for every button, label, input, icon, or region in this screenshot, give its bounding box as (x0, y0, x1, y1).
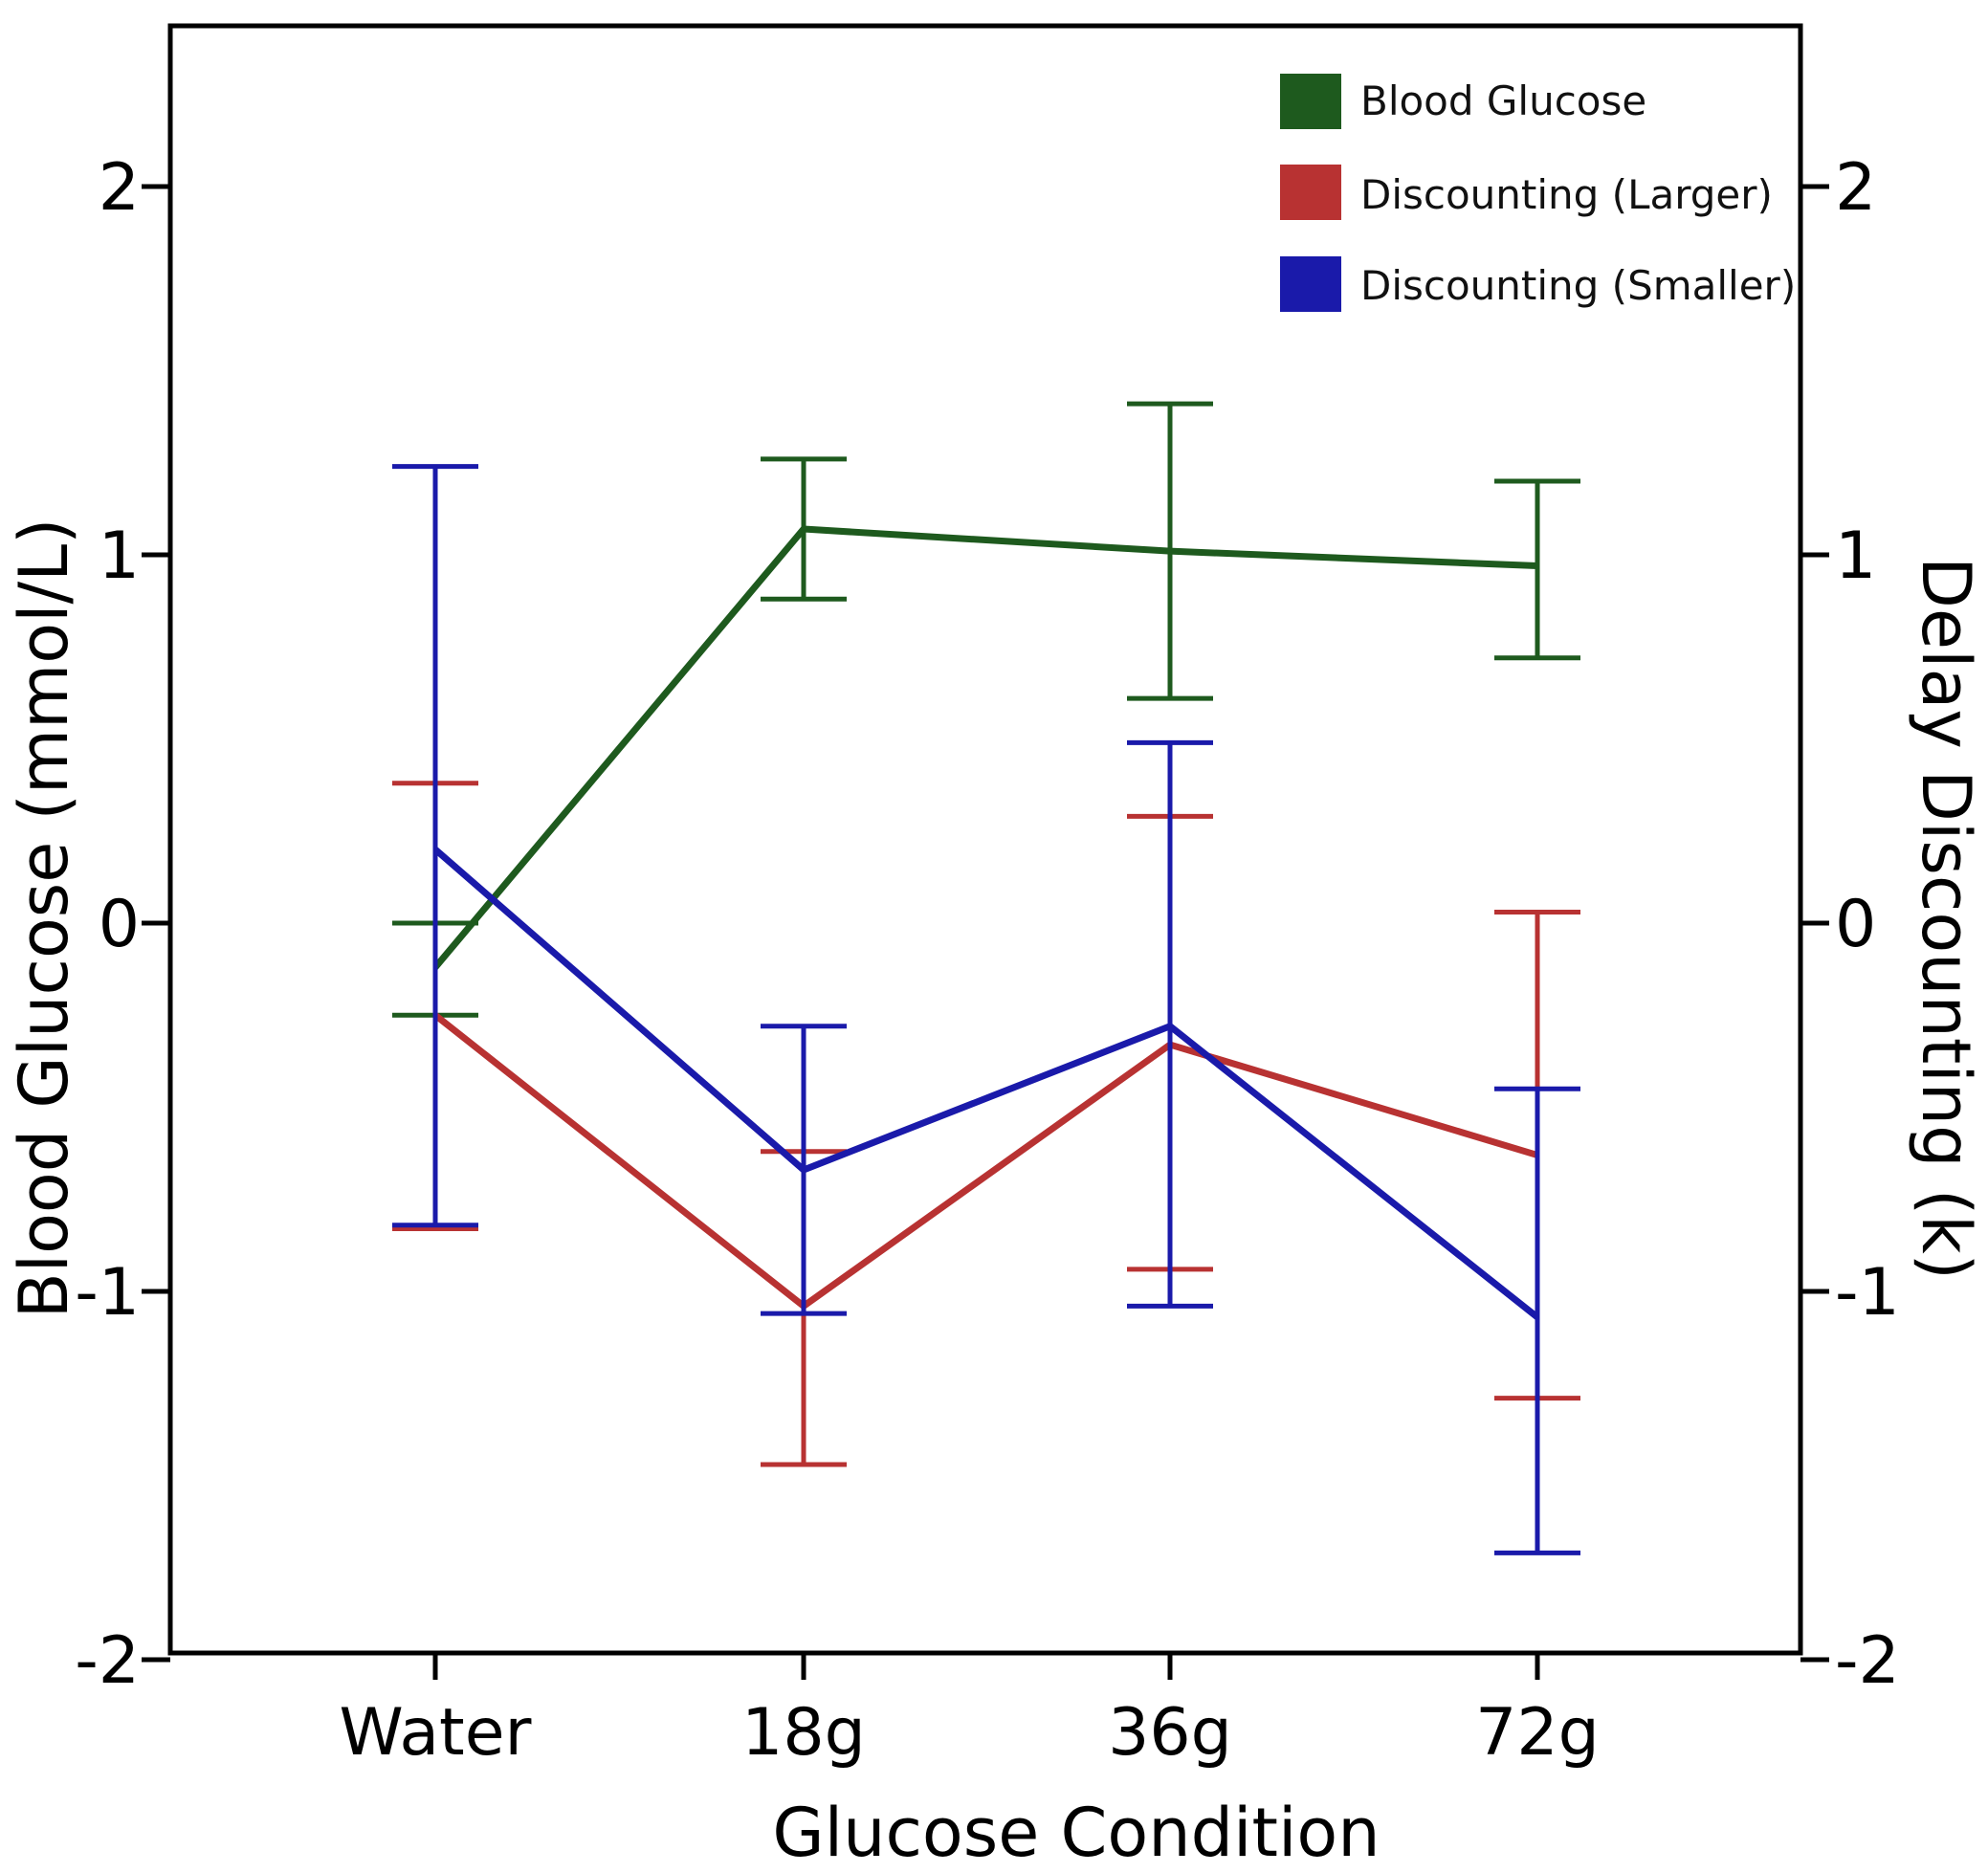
error-bar-discounting-smaller-water (392, 464, 478, 1228)
legend-label-discounting-larger: Discounting (Larger) (1360, 171, 1773, 218)
series-blood-glucose (392, 401, 1580, 1018)
y-tick-label-left-0: 0 (99, 887, 140, 962)
y-axis-title-right: Delay Discounting (k) (1907, 557, 1985, 1280)
y-tick-label-right-2: 2 (1835, 150, 1876, 226)
legend-swatch-discounting-larger (1280, 165, 1341, 220)
series-layer (392, 401, 1580, 1555)
plot-frame (167, 23, 1803, 1656)
series-line-discounting-larger (432, 1012, 1539, 1310)
legend-label-blood-glucose: Blood Glucose (1360, 77, 1646, 124)
error-bar-discounting-smaller-72g (1494, 1086, 1580, 1555)
y-tick-label-right-1: 1 (1835, 518, 1876, 594)
error-bar-blood-glucose-72g (1494, 478, 1580, 661)
ticks-layer: -2 -2 -1 -1 0 0 1 1 2 2 Water 18g 36g 72g (75, 150, 1900, 1771)
series-line-blood-glucose (432, 525, 1538, 970)
x-tick-label-36g: 36g (1108, 1695, 1232, 1771)
x-tick-label-18g: 18g (741, 1695, 866, 1771)
y-tick-label-right--2: -2 (1835, 1623, 1900, 1699)
y-tick-label-right-0: 0 (1835, 887, 1876, 962)
error-bar-discounting-smaller-36g (1127, 739, 1213, 1309)
legend-swatch-blood-glucose (1280, 74, 1341, 129)
error-bar-blood-glucose-36g (1127, 401, 1213, 701)
series-discounting-smaller (392, 464, 1580, 1555)
legend: Blood Glucose Discounting (Larger) Disco… (1280, 74, 1796, 312)
series-discounting-larger (392, 781, 1580, 1467)
legend-swatch-discounting-smaller (1280, 256, 1341, 312)
y-tick-label-left--1: -1 (75, 1255, 140, 1331)
y-tick-label-right--1: -1 (1835, 1255, 1900, 1331)
x-axis-title: Glucose Condition (772, 1794, 1380, 1872)
legend-label-discounting-smaller: Discounting (Smaller) (1360, 262, 1796, 309)
error-bar-blood-glucose-18g (761, 456, 847, 602)
x-tick-label-72g: 72g (1475, 1695, 1600, 1771)
y-tick-label-left-2: 2 (99, 150, 140, 226)
series-line-discounting-smaller (432, 847, 1540, 1320)
y-tick-label-left--2: -2 (75, 1623, 140, 1699)
y-axis-title-left: Blood Glucose (mmol/L) (5, 518, 83, 1319)
x-tick-label-Water: Water (339, 1695, 531, 1771)
y-tick-label-left-1: 1 (99, 518, 140, 594)
error-bar-discounting-smaller-18g (761, 1024, 847, 1316)
